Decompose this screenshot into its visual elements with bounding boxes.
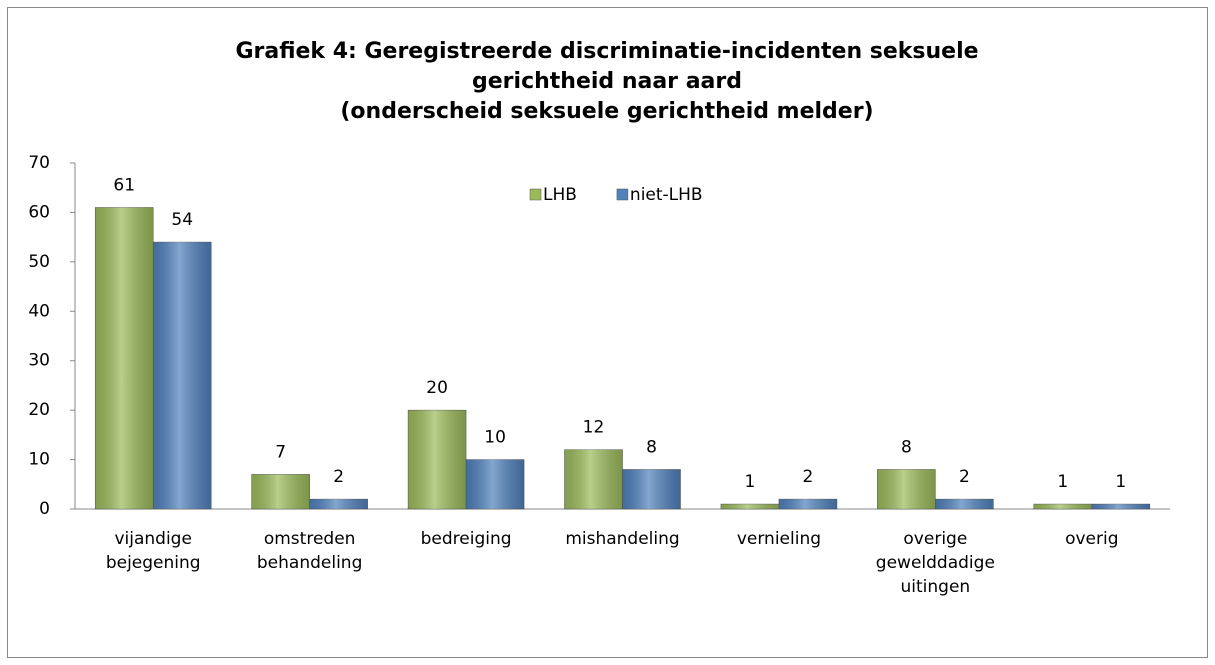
bar	[877, 469, 936, 510]
x-tick-label: bedreiging	[421, 529, 512, 549]
chart-title: gerichtheid naar aard	[472, 69, 742, 94]
x-tick-label: vernieling	[737, 529, 821, 549]
x-tick-label: overige	[903, 529, 967, 549]
y-tick-label: 30	[28, 351, 50, 371]
x-tick-label: vijandige	[114, 529, 191, 549]
x-tick-label: overig	[1065, 529, 1118, 549]
y-tick-label: 70	[28, 153, 50, 173]
x-tick-label: uitingen	[901, 577, 971, 597]
legend-label: niet-LHB	[630, 185, 703, 205]
legend-swatch	[529, 188, 542, 201]
bar	[251, 474, 310, 510]
bar	[152, 241, 212, 510]
value-label: 54	[171, 210, 193, 230]
bar	[622, 469, 681, 510]
bar	[94, 207, 154, 510]
bar	[407, 409, 467, 510]
value-label: 8	[901, 437, 912, 457]
value-label: 61	[113, 175, 135, 195]
value-label: 2	[959, 467, 970, 487]
legend-label: LHB	[543, 185, 577, 205]
y-tick-label: 60	[28, 202, 50, 222]
y-tick-label: 40	[28, 301, 50, 321]
y-tick-label: 0	[39, 499, 50, 519]
bar	[935, 498, 994, 510]
chart-title: (onderscheid seksuele gerichtheid melder…	[340, 99, 873, 124]
x-tick-label: bejegening	[106, 553, 201, 573]
value-label: 20	[426, 378, 448, 398]
x-tick-label: omstreden	[264, 529, 356, 549]
bar	[309, 498, 368, 510]
value-label: 10	[484, 428, 506, 448]
bar	[1033, 503, 1093, 510]
legend-swatch	[616, 188, 629, 201]
y-tick-label: 20	[28, 400, 50, 420]
bar	[720, 503, 780, 510]
y-tick-label: 50	[28, 252, 50, 272]
value-label: 2	[333, 467, 344, 487]
x-tick-label: behandeling	[257, 553, 362, 573]
value-label: 8	[646, 437, 657, 457]
bar	[1091, 503, 1151, 510]
value-label: 1	[1057, 472, 1068, 492]
value-label: 1	[745, 472, 756, 492]
value-label: 1	[1115, 472, 1126, 492]
bar	[465, 459, 525, 510]
chart-title: Grafiek 4: Geregistreerde discriminatie-…	[235, 39, 978, 64]
value-label: 7	[275, 442, 286, 462]
bar	[564, 449, 623, 510]
value-label: 2	[803, 467, 814, 487]
y-tick-label: 10	[28, 450, 50, 470]
x-tick-label: gewelddadige	[876, 553, 995, 573]
x-tick-label: mishandeling	[565, 529, 679, 549]
value-label: 12	[583, 418, 605, 438]
bar	[778, 498, 838, 510]
